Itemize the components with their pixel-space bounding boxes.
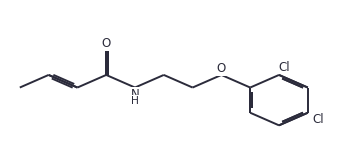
Text: H: H: [131, 96, 139, 106]
Text: O: O: [217, 62, 226, 75]
Text: Cl: Cl: [279, 61, 290, 74]
Text: N: N: [131, 88, 139, 101]
Text: O: O: [102, 37, 111, 50]
Text: Cl: Cl: [312, 113, 324, 126]
